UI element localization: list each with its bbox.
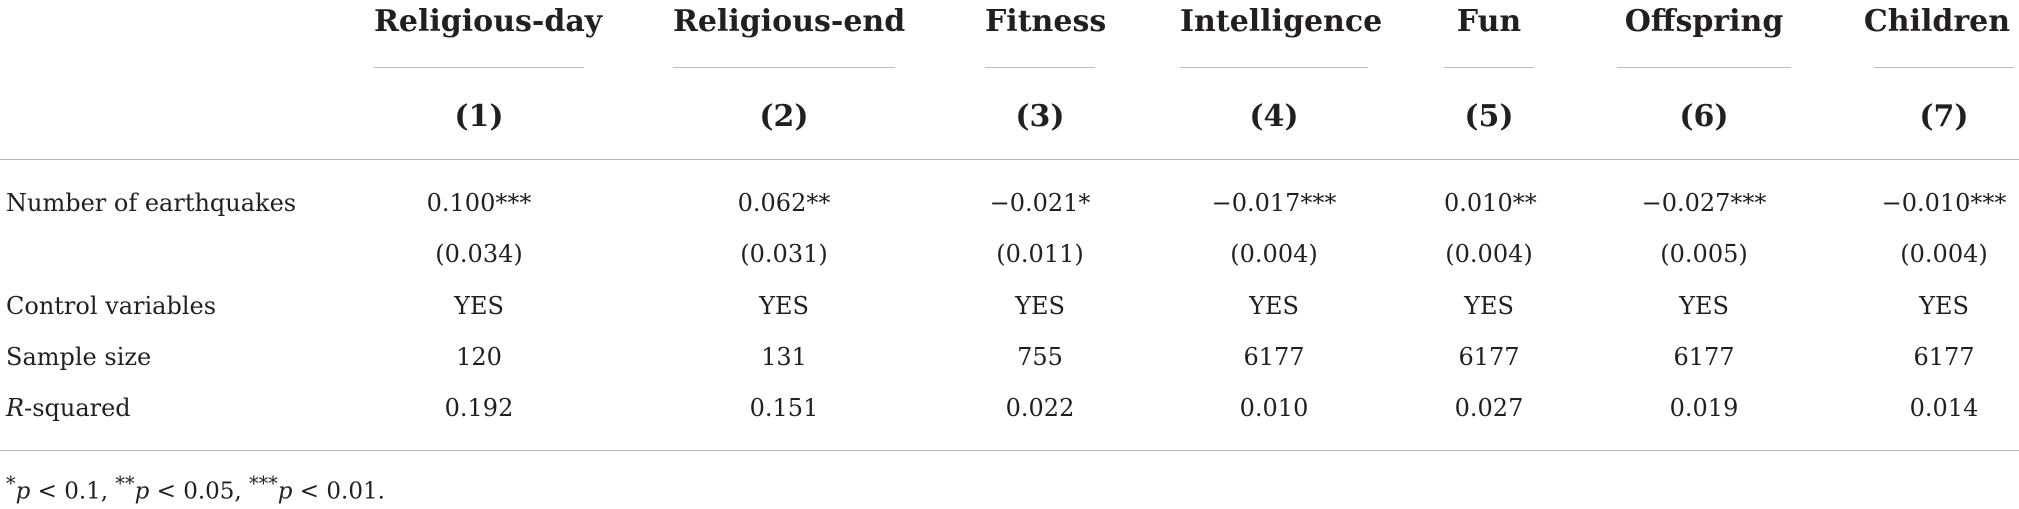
table-cell: 0.100*** bbox=[426, 189, 532, 217]
footnote-symbol-1: * bbox=[6, 472, 16, 495]
column-number-5: (5) bbox=[1464, 99, 1514, 134]
table-cell: −0.017*** bbox=[1211, 189, 1337, 217]
column-header-4: Intelligence bbox=[1180, 4, 1383, 39]
table-cell: (0.004) bbox=[1900, 240, 1988, 268]
table-cell: 0.014 bbox=[1909, 394, 1979, 422]
table-bottom-rule bbox=[0, 450, 2019, 451]
table-cell: (0.005) bbox=[1660, 240, 1748, 268]
footnote-p: p bbox=[277, 478, 293, 505]
table-cell: 755 bbox=[1017, 343, 1063, 371]
table-cell: 131 bbox=[761, 343, 807, 371]
column-number-3: (3) bbox=[1015, 99, 1065, 134]
table-cell: 6177 bbox=[1243, 343, 1305, 371]
header-rule-4 bbox=[1180, 67, 1368, 68]
footnote-symbol-3: *** bbox=[249, 472, 278, 495]
footnote-text: < 0.01. bbox=[292, 478, 385, 505]
table-cell: 0.010** bbox=[1444, 189, 1537, 217]
footnote-p: p bbox=[134, 478, 150, 505]
table-cell: 0.022 bbox=[1005, 394, 1075, 422]
table-cell: (0.004) bbox=[1445, 240, 1533, 268]
header-rule-1 bbox=[374, 67, 584, 68]
header-rule-5 bbox=[1444, 67, 1534, 68]
table-cell: YES bbox=[1249, 292, 1299, 320]
column-number-6: (6) bbox=[1679, 99, 1729, 134]
table-cell: (0.034) bbox=[435, 240, 523, 268]
row-label-r-squared: R-squared bbox=[6, 390, 131, 426]
column-number-2: (2) bbox=[759, 99, 809, 134]
table-cell: 0.151 bbox=[749, 394, 819, 422]
table-cell: 6177 bbox=[1458, 343, 1520, 371]
table-cell: 6177 bbox=[1913, 343, 1975, 371]
r-squared-suffix: -squared bbox=[24, 394, 131, 422]
r-squared-symbol: R bbox=[6, 394, 25, 422]
table-cell: 120 bbox=[456, 343, 502, 371]
column-number-7: (7) bbox=[1919, 99, 1969, 134]
table-cell: 0.062** bbox=[737, 189, 831, 217]
significance-footnote: *p < 0.1, **p < 0.05, ***p < 0.01. bbox=[6, 467, 385, 509]
table-cell: −0.021* bbox=[989, 189, 1091, 217]
footnote-p: p bbox=[15, 478, 31, 505]
header-rule-3 bbox=[985, 67, 1095, 68]
table-cell: YES bbox=[1015, 292, 1065, 320]
row-label-sample-size: Sample size bbox=[6, 343, 152, 371]
table-cell: 0.010 bbox=[1239, 394, 1309, 422]
table-cell: YES bbox=[1679, 292, 1729, 320]
footnote-symbol-2: ** bbox=[115, 472, 135, 495]
header-rule-2 bbox=[673, 67, 895, 68]
table-cell: YES bbox=[759, 292, 809, 320]
footnote-text: < 0.05, bbox=[149, 478, 250, 505]
header-rule-7 bbox=[1874, 67, 2014, 68]
table-cell: 0.192 bbox=[444, 394, 514, 422]
column-header-3: Fitness bbox=[985, 4, 1107, 39]
table-cell: −0.010*** bbox=[1881, 189, 2007, 217]
column-header-5: Fun bbox=[1456, 4, 1522, 39]
column-number-1: (1) bbox=[454, 99, 504, 134]
table-cell: (0.031) bbox=[740, 240, 828, 268]
table-cell: 6177 bbox=[1673, 343, 1735, 371]
table-cell: 0.019 bbox=[1669, 394, 1739, 422]
header-rule-6 bbox=[1617, 67, 1791, 68]
footnote-text: < 0.1, bbox=[30, 478, 116, 505]
column-header-2: Religious-end bbox=[673, 4, 906, 39]
header-bottom-rule bbox=[0, 159, 2019, 160]
table-cell: (0.004) bbox=[1230, 240, 1318, 268]
table-cell: YES bbox=[1464, 292, 1514, 320]
row-label-controls: Control variables bbox=[6, 292, 217, 320]
row-label-earthquakes: Number of earthquakes bbox=[6, 189, 297, 217]
column-header-6: Offspring bbox=[1624, 4, 1784, 39]
table-cell: (0.011) bbox=[996, 240, 1084, 268]
table-cell: −0.027*** bbox=[1641, 189, 1767, 217]
column-header-1: Religious-day bbox=[374, 4, 603, 39]
table-cell: YES bbox=[1919, 292, 1969, 320]
column-number-4: (4) bbox=[1249, 99, 1299, 134]
table-cell: 0.027 bbox=[1454, 394, 1524, 422]
column-header-7: Children bbox=[1863, 4, 2011, 39]
table-cell: YES bbox=[454, 292, 504, 320]
